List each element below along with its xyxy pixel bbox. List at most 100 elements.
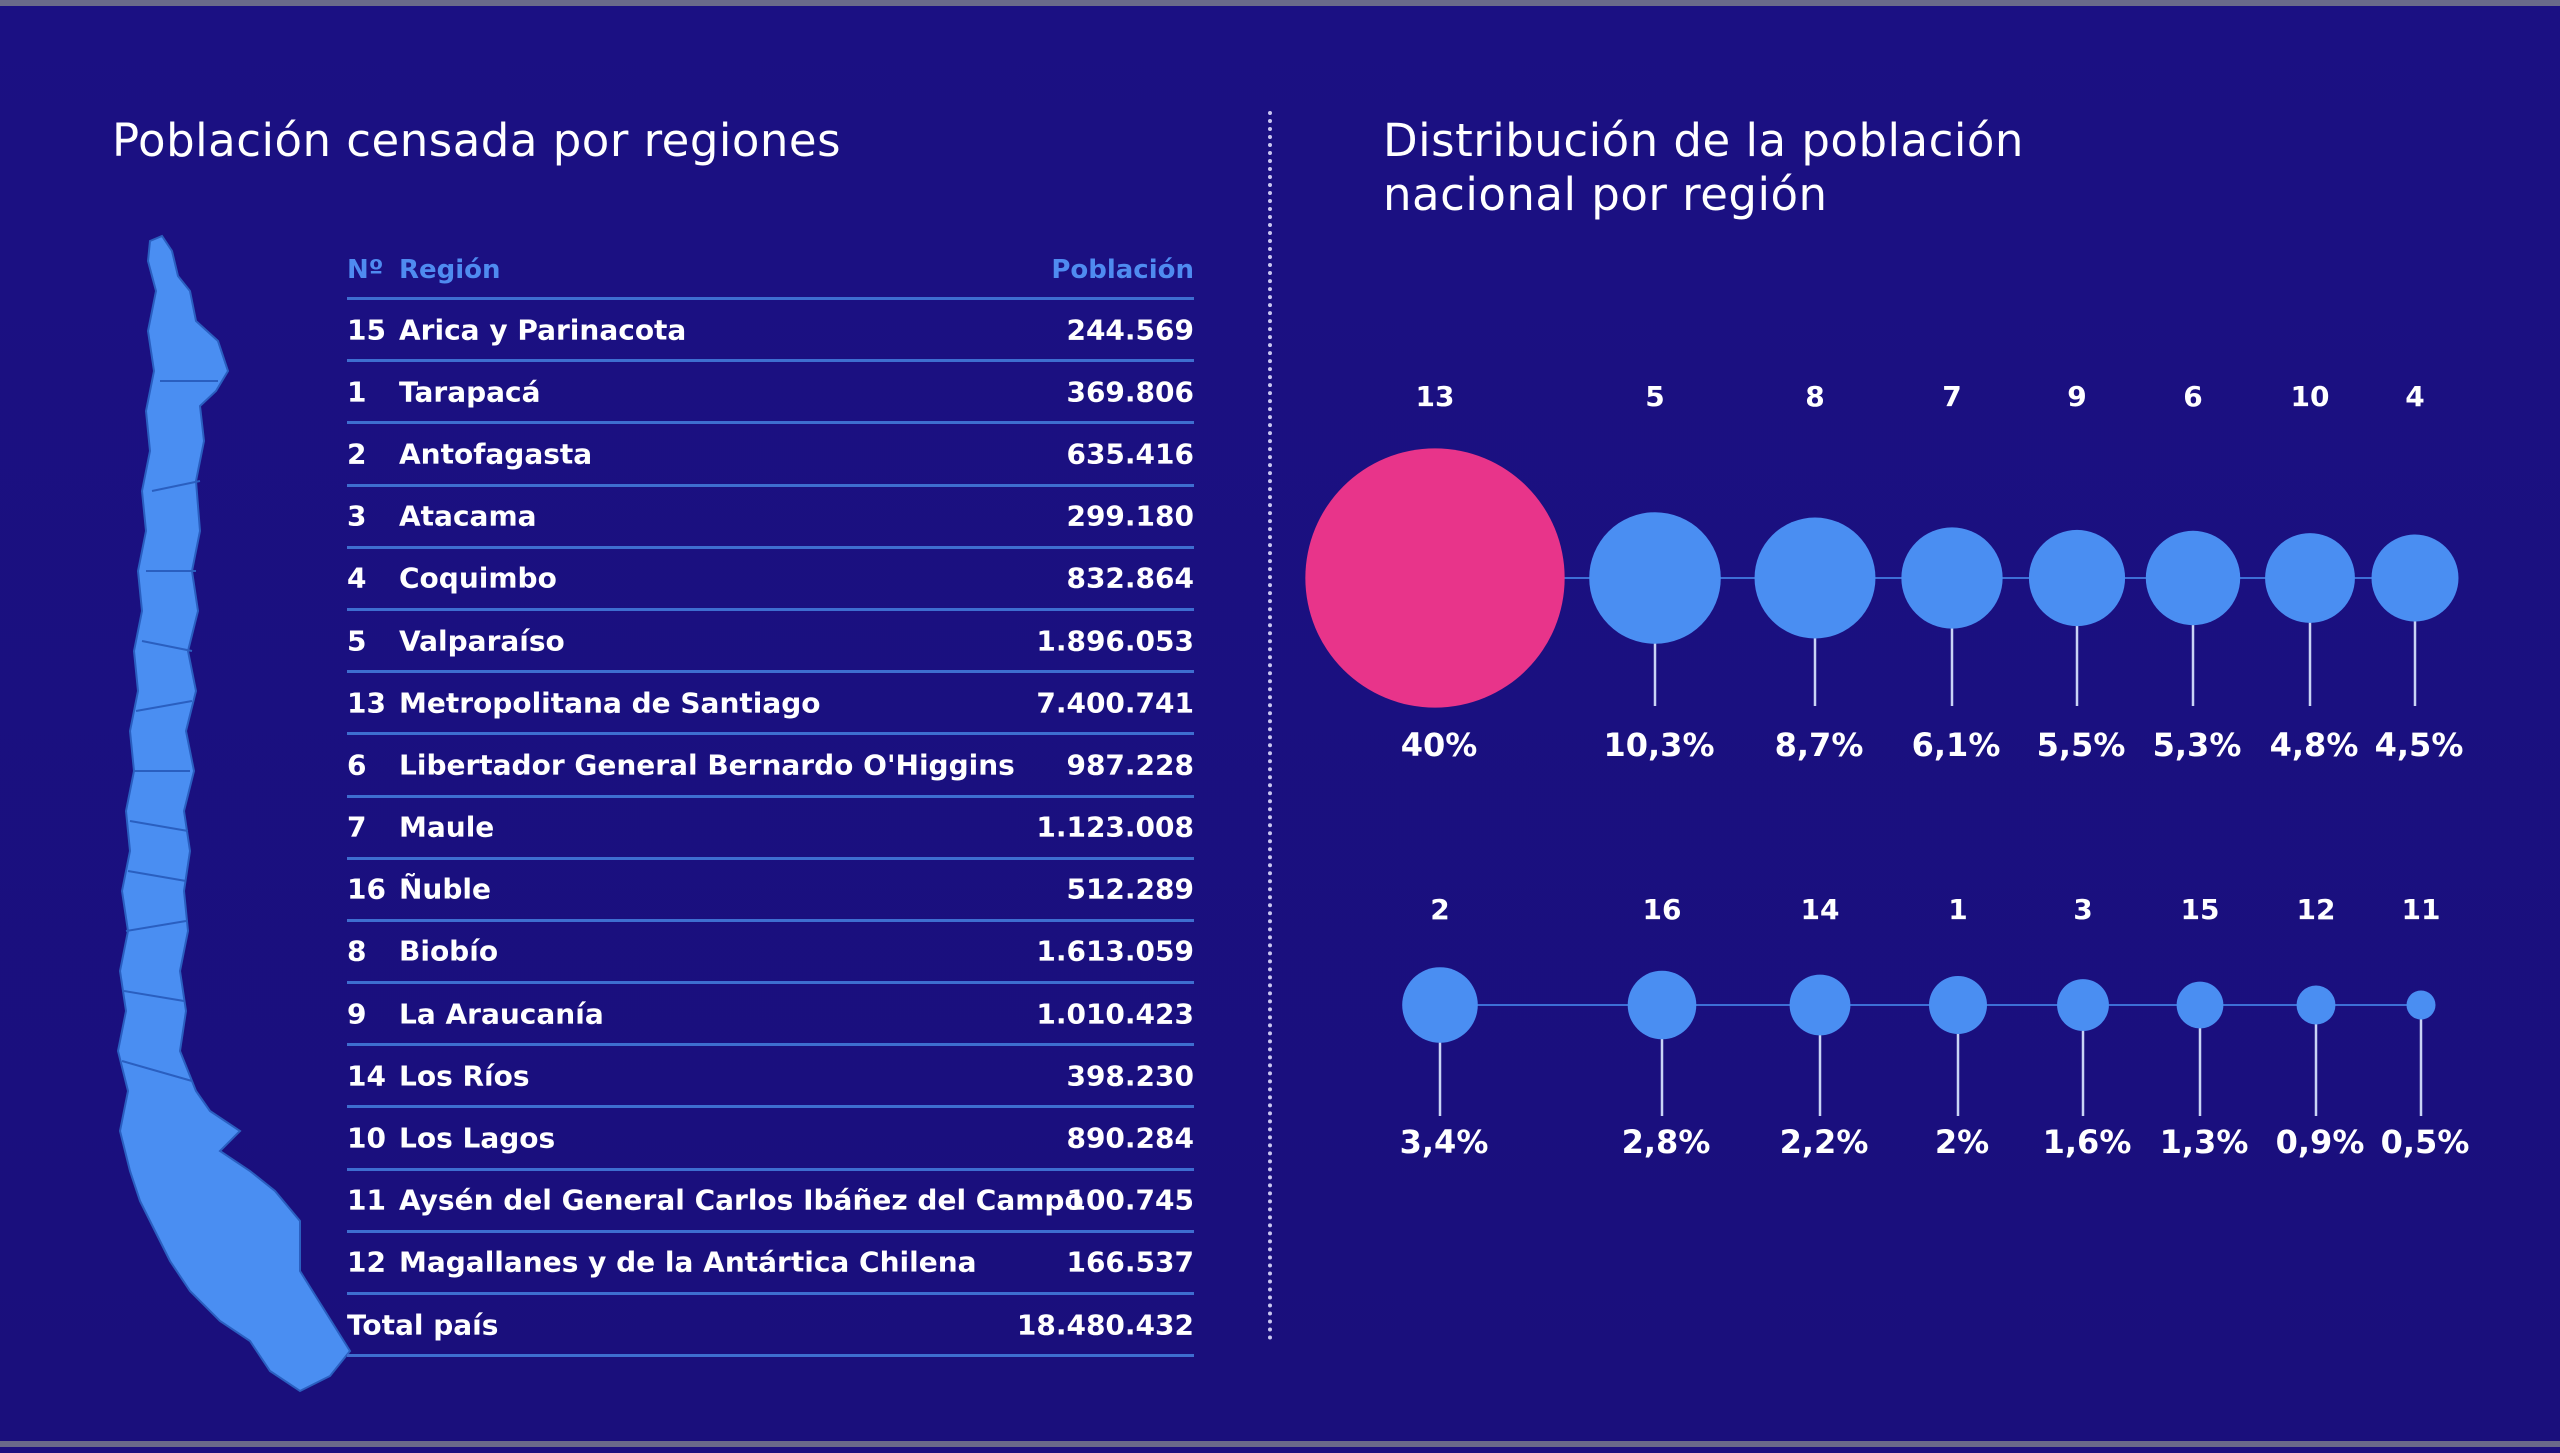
row-population: 398.230 [1066,1059,1194,1093]
row-population: 369.806 [1066,375,1194,409]
bubble-chart: 1340%510,3%88,7%76,1%95,5%65,3%104,8%44,… [1305,380,2470,1161]
table-row: 15 Arica y Parinacota 244.569 [347,300,1194,363]
row-population: 1.613.059 [1036,934,1194,968]
table-row: 3 Atacama 299.180 [347,487,1194,549]
bubble-region-13 [1305,448,1565,708]
table-total-row: Total país 18.480.432 [347,1295,1194,1358]
table-row: 9 La Araucanía 1.010.423 [347,984,1194,1047]
bubble-percent-label: 3,4% [1400,1123,1489,1161]
row-num: 15 [347,313,386,347]
bubble-region-label: 10 [2291,380,2330,413]
bubble-percent-label: 1,6% [2043,1123,2132,1161]
bubble-percent-label: 5,3% [2153,726,2242,764]
bubble-region-label: 7 [1942,380,1961,413]
row-num: 7 [347,810,367,844]
bubble-region-7 [1901,527,2003,629]
bubble-region-label: 14 [1801,893,1840,926]
row-population: 512.289 [1066,872,1194,906]
table-body: 15 Arica y Parinacota 244.569 1 Tarapacá 369.… [347,300,1194,1295]
table-row: 2 Antofagasta 635.416 [347,424,1194,487]
bubble-region-16 [1627,970,1697,1040]
table-row: 8 Biobío 1.613.059 [347,922,1194,985]
row-num: 4 [347,561,367,595]
table-row: 16 Ñuble 512.289 [347,860,1194,922]
bubble-region-label: 12 [2297,893,2336,926]
row-num: 3 [347,499,367,533]
bubble-region-label: 4 [2405,380,2424,413]
population-table: Nº Región Población 15 Arica y Parinacota… [347,242,1194,1358]
header-region: Región [399,254,501,285]
table-row: 7 Maule 1.123.008 [347,798,1194,860]
total-value: 18.480.432 [1016,1308,1194,1342]
table-row: 12 Magallanes y de la Antártica Chilena 16… [347,1233,1194,1295]
row-num: 13 [347,686,386,720]
row-population: 1.123.008 [1036,810,1194,844]
bubble-region-label: 13 [1416,380,1455,413]
bubble-region-5 [1589,512,1721,644]
row-region: Atacama [399,499,537,533]
row-region: Valparaíso [399,624,565,658]
bubble-region-label: 2 [1430,893,1449,926]
row-num: 11 [347,1183,386,1217]
row-num: 14 [347,1059,386,1093]
left-title: Población censada por regiones [112,114,842,167]
table-row: 6 Libertador General Bernardo O'Higgins 98… [347,735,1194,798]
row-population: 1.896.053 [1036,624,1194,658]
row-num: 16 [347,872,386,906]
bubble-percent-label: 5,5% [2037,726,2126,764]
bubble-region-label: 3 [2073,893,2092,926]
table-row: 14 Los Ríos 398.230 [347,1046,1194,1109]
row-population: 987.228 [1066,748,1194,782]
table-row: 10 Los Lagos 890.284 [347,1108,1194,1171]
table-row: 5 Valparaíso 1.896.053 [347,611,1194,674]
header-num: Nº [347,254,384,285]
bubble-percent-label: 6,1% [1912,726,2001,764]
row-population: 832.864 [1066,561,1194,595]
row-region: Ñuble [399,872,491,906]
right-title-line2: nacional por región [1383,168,1828,221]
bubble-region-2 [1402,967,1478,1043]
table-row: 11 Aysén del General Carlos Ibáñez del Ca… [347,1171,1194,1233]
bubble-region-10 [2265,533,2355,623]
bubble-percent-label: 4,8% [2270,726,2359,764]
table-header: Nº Región Población [347,242,1194,300]
row-region: Biobío [399,934,499,968]
bubble-percent-label: 2,2% [1780,1123,1869,1161]
row-population: 299.180 [1066,499,1194,533]
row-num: 12 [347,1245,386,1279]
row-region: Tarapacá [399,375,541,409]
row-num: 1 [347,375,367,409]
table-row: 4 Coquimbo 832.864 [347,549,1194,611]
bubble-percent-label: 2,8% [1622,1123,1711,1161]
row-population: 166.537 [1066,1245,1194,1279]
bubble-percent-label: 2% [1935,1123,1989,1161]
bubble-region-4 [2371,534,2459,622]
table-row: 13 Metropolitana de Santiago 7.400.741 [347,673,1194,736]
row-population: 100.745 [1066,1183,1194,1217]
row-num: 8 [347,934,367,968]
bubble-percent-label: 1,3% [2160,1123,2249,1161]
bubble-region-6 [2145,530,2241,626]
row-region: Antofagasta [399,437,593,471]
bubble-region-15 [2176,981,2224,1029]
bubble-region-3 [2057,979,2109,1031]
row-population: 244.569 [1066,313,1194,347]
row-population: 1.010.423 [1036,997,1194,1031]
total-label: Total país [347,1308,499,1342]
row-region: Los Lagos [399,1121,556,1155]
bubble-region-label: 9 [2067,380,2086,413]
bubble-percent-label: 0,5% [2381,1123,2470,1161]
bubble-region-label: 15 [2181,893,2220,926]
row-num: 6 [347,748,367,782]
chile-map-icon [116,234,352,1393]
bubble-region-12 [2296,985,2336,1025]
bubble-region-label: 1 [1948,893,1967,926]
row-region: Arica y Parinacota [399,313,687,347]
bubble-region-label: 6 [2183,380,2202,413]
row-population: 890.284 [1066,1121,1194,1155]
bubble-region-1 [1929,976,1987,1034]
bubble-percent-label: 40% [1401,726,1478,764]
right-title-line1: Distribución de la población [1383,114,2024,167]
bubble-percent-label: 8,7% [1775,726,1864,764]
bubble-percent-label: 10,3% [1603,726,1714,764]
